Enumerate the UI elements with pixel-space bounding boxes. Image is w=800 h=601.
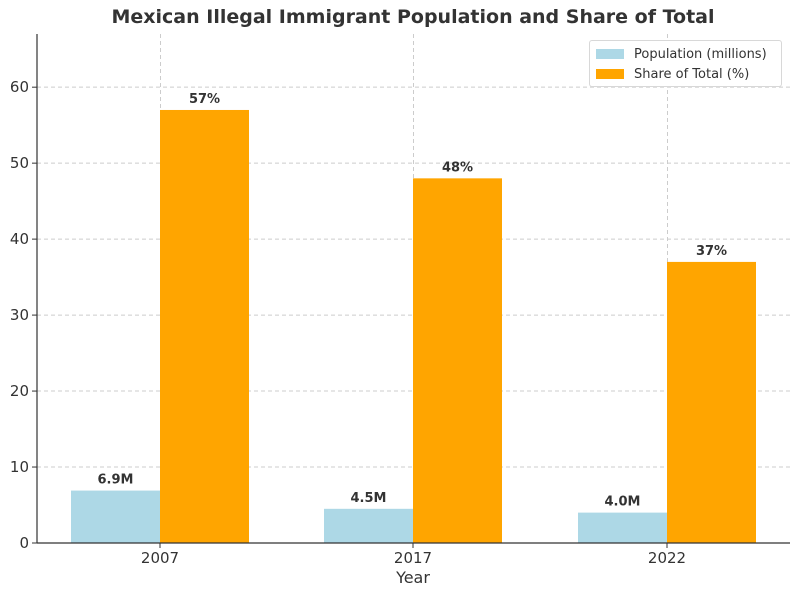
x-tick-label: 2007 [141, 549, 179, 567]
legend-label-share: Share of Total (%) [634, 66, 750, 82]
axes [32, 34, 790, 548]
legend-label-population: Population (millions) [634, 46, 767, 62]
bars [71, 109, 756, 544]
data-label-share: 48% [442, 160, 473, 175]
data-label-share: 37% [696, 244, 727, 259]
bar-share [667, 261, 756, 543]
y-tick-label: 30 [10, 306, 29, 324]
legend-entry-population: Population (millions) [596, 45, 767, 63]
y-tick-label: 0 [19, 534, 29, 552]
bar-population [578, 512, 667, 543]
y-tick-label: 40 [10, 230, 29, 248]
chart-title: Mexican Illegal Immigrant Population and… [111, 6, 715, 28]
tick-labels: 0 10 20 30 40 50 60 2007 2017 2022 [10, 78, 686, 567]
y-tick-label: 20 [10, 382, 29, 400]
y-tick-label: 10 [10, 458, 29, 476]
legend-entry-share: Share of Total (%) [596, 65, 749, 83]
y-tick-label: 60 [10, 78, 29, 96]
bar-share [413, 178, 502, 544]
data-label-share: 57% [189, 92, 220, 107]
bar-share [160, 109, 249, 543]
data-labels: 6.9M 4.5M 4.0M 57% 48% 37% [98, 92, 728, 510]
bar-population [324, 508, 413, 543]
data-label-population: 4.0M [605, 495, 641, 510]
data-label-population: 4.5M [351, 491, 387, 506]
data-label-population: 6.9M [98, 473, 134, 488]
legend: Population (millions) Share of Total (%) [589, 40, 782, 87]
legend-swatch-population [596, 49, 624, 59]
y-tick-label: 50 [10, 154, 29, 172]
x-tick-label: 2022 [648, 549, 686, 567]
bar-population [71, 490, 160, 543]
x-axis-label: Year [395, 568, 430, 587]
x-tick-label: 2017 [394, 549, 432, 567]
legend-swatch-share [596, 69, 624, 79]
